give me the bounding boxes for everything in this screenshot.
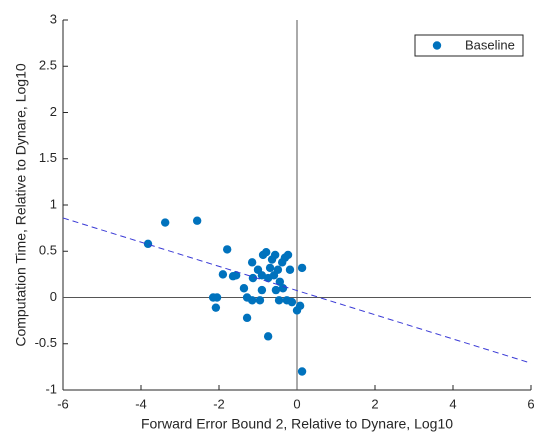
x-tick-label: 2 [371,396,378,411]
y-tick-label: 0.5 [39,243,57,258]
point [297,263,307,273]
point [257,285,267,295]
x-tick-label: -4 [135,396,147,411]
point [265,263,275,273]
x-tick-label: 0 [293,396,300,411]
point [218,270,228,279]
point [297,367,307,376]
y-tick-label: 1 [50,196,57,211]
point [160,218,170,227]
fit-line [62,217,532,364]
point [275,277,285,286]
point [239,284,249,293]
point [261,247,271,257]
point [143,239,153,249]
y-tick-label: 2.5 [39,58,57,73]
point [263,332,273,341]
point [231,271,241,280]
legend-label: Baseline [465,37,515,52]
point [287,297,297,307]
point [271,285,281,295]
point [274,296,284,305]
x-tick-label: 4 [449,396,456,411]
point [255,296,265,305]
point [247,296,257,305]
point [295,301,305,311]
point [192,216,202,225]
x-tick-label: 6 [527,396,534,411]
legend-marker [432,41,442,50]
y-tick-label: 1.5 [39,150,57,165]
x-axis-label: Forward Error Bound 2, Relative to Dynar… [141,416,453,432]
point [263,273,273,283]
point [242,313,252,323]
point [273,265,283,274]
y-tick-label: 2 [50,104,57,119]
legend-box [414,34,524,57]
y-tick-label: -0.5 [35,335,57,350]
x-tick-label: -2 [213,396,225,411]
point [222,245,232,254]
point [212,293,222,302]
point [211,303,221,312]
y-tick-label: 3 [50,11,57,26]
y-tick-label: 0 [50,289,57,304]
point [285,265,295,274]
point [270,250,280,260]
x-tick-label: -6 [57,396,69,411]
point [248,273,258,283]
point [247,258,257,267]
y-tick-label: -1 [45,381,57,396]
point [283,250,293,260]
y-axis-label: Computation Time, Relative to Dynare, Lo… [13,63,29,346]
point [278,284,288,293]
